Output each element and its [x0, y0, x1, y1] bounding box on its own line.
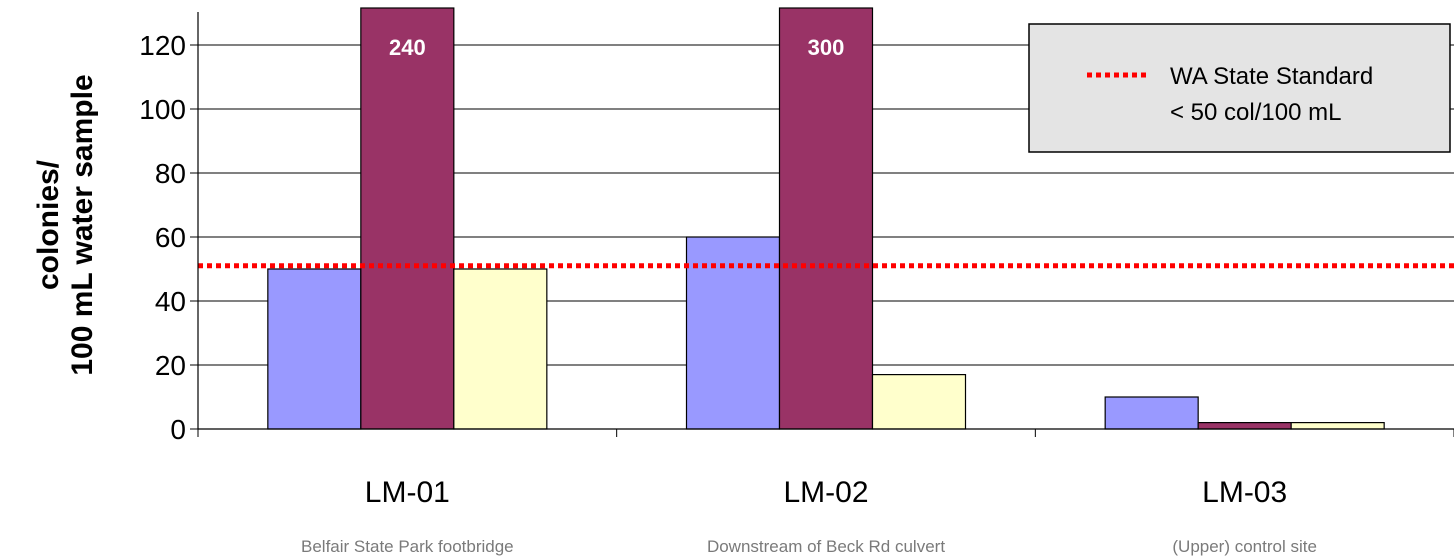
site-description: Downstream of Beck Rd culvert [707, 537, 945, 556]
bar [453, 268, 548, 430]
legend: WA State Standard < 50 col/100 mL [1028, 23, 1451, 153]
legend-label-line-2: < 50 col/100 mL [1170, 99, 1341, 126]
y-axis-title-line-2: 100 mL water sample [66, 74, 99, 375]
data-label: 300 [808, 35, 845, 60]
bar [1197, 422, 1292, 430]
site-description: (Upper) control site [1172, 537, 1317, 556]
y-tick-label: 20 [155, 350, 186, 381]
y-tick-label: 120 [139, 30, 186, 61]
bar [360, 7, 455, 430]
axes: 0 20 40 60 80 100 120 LM-01 Belfair State Park f… [139, 12, 1454, 556]
bars: 240 300 [267, 7, 1385, 430]
y-tick-label: 80 [155, 158, 186, 189]
x-tick-label: LM-03 [1202, 476, 1287, 509]
bar [778, 7, 874, 430]
y-tick-label: 0 [170, 414, 186, 445]
legend-box [1028, 23, 1451, 153]
y-tick-label: 40 [155, 286, 186, 317]
x-tick-label: LM-02 [783, 476, 868, 509]
y-tick-label: 60 [155, 222, 186, 253]
y-tick-label: 100 [139, 94, 186, 125]
bar [1290, 422, 1385, 430]
data-label: 240 [389, 35, 426, 60]
bar [1104, 396, 1199, 430]
site-description: Belfair State Park footbridge [301, 537, 514, 556]
y-axis-title-line-1: colonies/ [32, 159, 65, 290]
bar [871, 374, 967, 430]
legend-label-line-1: WA State Standard [1170, 63, 1373, 90]
y-axis-title: colonies/ 100 mL water sample [32, 74, 99, 375]
x-tick-label: LM-01 [365, 476, 450, 509]
bar [685, 236, 781, 430]
bar [267, 268, 362, 430]
